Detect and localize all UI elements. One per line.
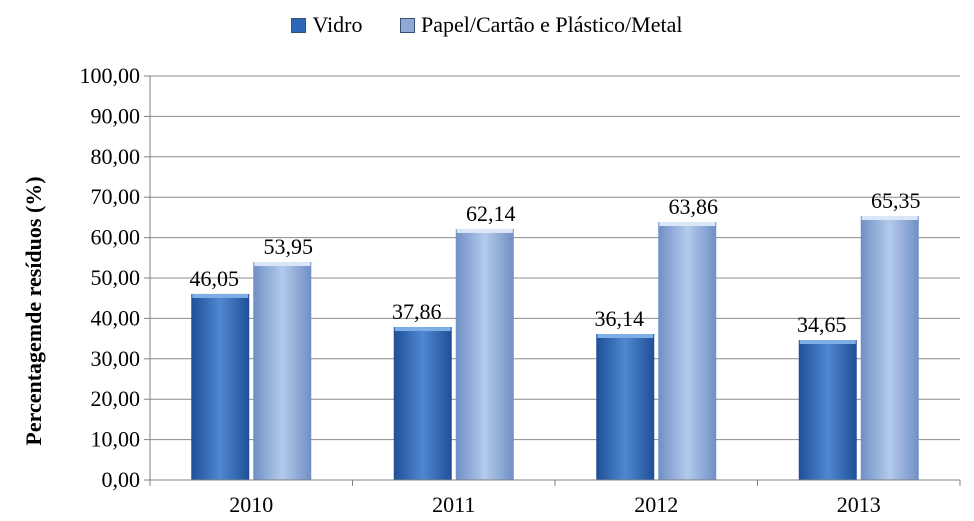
- bar-vidro-2011: [393, 327, 452, 480]
- y-tick-label: 0,00: [102, 467, 141, 492]
- legend-item-papel: Papel/Cartão e Plástico/Metal: [400, 12, 683, 38]
- legend-item-vidro: Vidro: [291, 12, 363, 38]
- y-tick-label: 80,00: [91, 144, 141, 169]
- legend-label-vidro: Vidro: [312, 12, 363, 37]
- data-label: 65,35: [871, 188, 921, 213]
- y-tick-label: 60,00: [91, 225, 141, 250]
- legend-swatch-papel: [400, 17, 415, 33]
- y-tick-label: 10,00: [91, 427, 141, 452]
- bar-top-highlight: [456, 228, 513, 233]
- bar-papel-2010: [253, 262, 312, 480]
- data-label: 34,65: [797, 312, 847, 337]
- y-tick-label: 100,00: [80, 63, 141, 88]
- data-label: 46,05: [190, 266, 240, 291]
- bar-vidro-2010: [191, 293, 250, 480]
- bar-papel-2011: [455, 228, 514, 480]
- bar-top-highlight: [394, 327, 451, 332]
- bar-top-highlight: [659, 222, 716, 227]
- y-tick-label: 20,00: [91, 386, 141, 411]
- y-tick-label: 50,00: [91, 265, 141, 290]
- y-tick-label: 70,00: [91, 184, 141, 209]
- bar-papel-2012: [658, 222, 717, 480]
- legend: Vidro Papel/Cartão e Plástico/Metal: [0, 12, 974, 39]
- data-label: 53,95: [264, 234, 314, 259]
- bar-top-highlight: [254, 262, 311, 267]
- bar-top-highlight: [799, 340, 856, 345]
- bar-vidro-2013: [798, 340, 857, 480]
- data-label: 62,14: [466, 201, 516, 226]
- bar-top-highlight: [192, 293, 249, 298]
- data-label: 37,86: [392, 299, 442, 324]
- x-tick-label: 2010: [229, 492, 273, 517]
- y-tick-label: 40,00: [91, 305, 141, 330]
- x-tick-label: 2012: [634, 492, 678, 517]
- bar-top-highlight: [861, 215, 918, 220]
- bar-papel-2013: [860, 215, 919, 480]
- y-tick-label: 90,00: [91, 103, 141, 128]
- legend-swatch-vidro: [291, 17, 307, 33]
- legend-label-papel: Papel/Cartão e Plástico/Metal: [421, 12, 683, 37]
- bar-top-highlight: [597, 333, 654, 338]
- x-tick-label: 2013: [837, 492, 881, 517]
- x-tick-label: 2011: [432, 492, 475, 517]
- bar-vidro-2012: [596, 333, 655, 480]
- data-label: 36,14: [595, 306, 645, 331]
- data-label: 63,86: [669, 194, 719, 219]
- y-tick-label: 30,00: [91, 346, 141, 371]
